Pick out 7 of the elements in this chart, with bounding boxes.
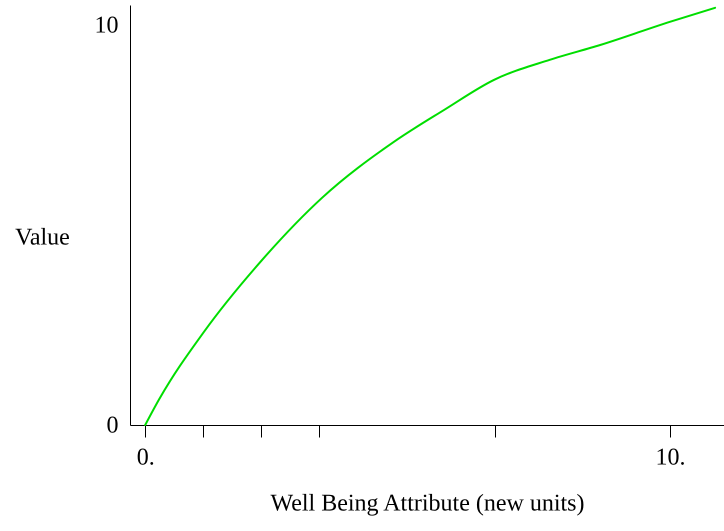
x-tick-label: 0. xyxy=(136,444,155,470)
y-axis-title: Value xyxy=(15,224,70,250)
x-tick-label: 10. xyxy=(655,444,686,470)
y-tick-label: 0 xyxy=(106,412,118,438)
line-series xyxy=(144,6,716,426)
x-axis-title: Well Being Attribute (new units) xyxy=(270,490,585,516)
y-tick-label: 10 xyxy=(94,12,118,38)
